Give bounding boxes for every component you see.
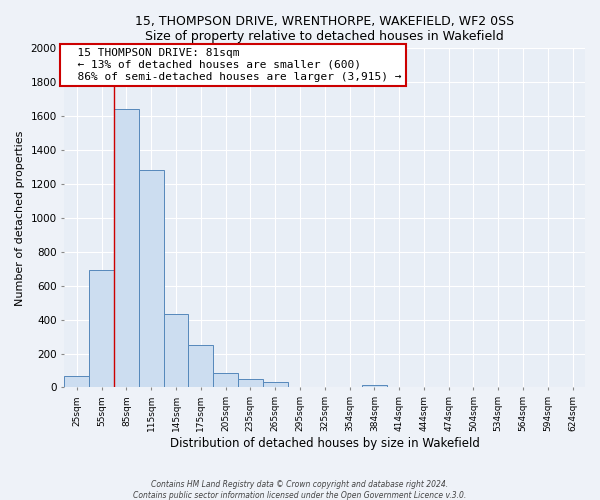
Bar <box>164 314 188 388</box>
Y-axis label: Number of detached properties: Number of detached properties <box>15 130 25 306</box>
X-axis label: Distribution of detached houses by size in Wakefield: Distribution of detached houses by size … <box>170 437 479 450</box>
Bar <box>139 170 164 388</box>
Bar <box>188 344 213 388</box>
Bar <box>238 378 263 388</box>
Bar <box>213 372 238 388</box>
Text: 15 THOMPSON DRIVE: 81sqm
  ← 13% of detached houses are smaller (600)
  86% of s: 15 THOMPSON DRIVE: 81sqm ← 13% of detach… <box>64 48 402 82</box>
Text: Contains HM Land Registry data © Crown copyright and database right 2024.
Contai: Contains HM Land Registry data © Crown c… <box>133 480 467 500</box>
Bar <box>89 270 114 388</box>
Bar <box>114 110 139 388</box>
Bar <box>263 382 287 388</box>
Title: 15, THOMPSON DRIVE, WRENTHORPE, WAKEFIELD, WF2 0SS
Size of property relative to : 15, THOMPSON DRIVE, WRENTHORPE, WAKEFIEL… <box>135 15 514 43</box>
Bar <box>64 376 89 388</box>
Bar <box>362 385 386 388</box>
